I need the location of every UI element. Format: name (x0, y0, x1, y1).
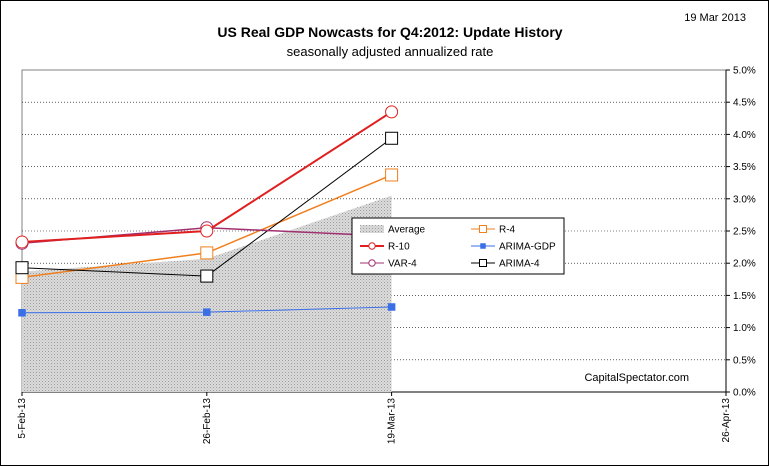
data-point-r-4 (385, 168, 399, 182)
data-point-arima-4 (15, 261, 29, 275)
x-tick-label: 19-Mar-13 (387, 398, 398, 445)
y-tick-label: 2.0% (733, 259, 756, 270)
y-tick-label: 4.5% (733, 98, 756, 109)
legend-box (351, 217, 565, 275)
legend-marker-var-4 (368, 259, 376, 267)
data-point-r-10 (385, 105, 399, 119)
legend-label-r-4: R-4 (499, 225, 516, 236)
date-stamp: 19 Mar 2013 (684, 12, 746, 24)
x-tick-label: 26-Feb-13 (202, 398, 213, 445)
data-point-r-10 (15, 235, 29, 249)
data-point-arima-4 (385, 131, 399, 145)
legend-swatch-average (360, 225, 384, 233)
data-point-arima-4 (200, 269, 214, 283)
legend-label-arima-4: ARIMA-4 (499, 259, 540, 270)
y-tick-label: 0.0% (733, 388, 756, 399)
y-tick-label: 1.5% (733, 291, 756, 302)
y-tick-label: 0.5% (733, 355, 756, 366)
y-tick-label: 3.5% (733, 162, 756, 173)
y-tick-label: 5.0% (733, 66, 756, 77)
legend-label-r-10: R-10 (388, 242, 410, 253)
x-tick-label: 5-Feb-13 (17, 398, 28, 439)
legend-label-arima-gdp: ARIMA-GDP (499, 242, 556, 253)
legend-marker-arima-gdp (480, 243, 486, 249)
data-point-arima-gdp (387, 303, 396, 311)
data-point-arima-gdp (18, 309, 26, 317)
series-area-average (22, 195, 392, 392)
plot-area: 0.0% 0.5% 1.0% 1.5% 2.0% 2.5% 3.0% 3.5% 4.0% 4.5%… (15, 66, 756, 445)
y-tick-label: 2.5% (733, 227, 756, 238)
watermark-text: CapitalSpectator.com (584, 372, 689, 384)
chart-subtitle: seasonally adjusted annualized rate (287, 44, 494, 59)
legend-marker-r-4 (479, 225, 487, 233)
legend-label-var-4: VAR-4 (388, 259, 417, 270)
legend-marker-arima-4 (479, 259, 487, 267)
data-point-arima-gdp (203, 308, 211, 316)
legend: Average R-4 R-10 ARIMA-GDP VAR-4 ARIMA-4 (351, 217, 565, 275)
x-tick-label: 26-Apr-13 (721, 398, 732, 443)
data-point-r-4 (200, 246, 214, 260)
y-tick-label: 3.0% (733, 194, 756, 205)
data-point-r-10 (200, 224, 214, 238)
y-tick-label: 4.0% (733, 130, 756, 141)
legend-label-average: Average (388, 225, 426, 236)
chart-title: US Real GDP Nowcasts for Q4:2012: Update… (217, 24, 562, 40)
legend-marker-r-10 (368, 242, 376, 250)
y-tick-label: 1.0% (733, 323, 756, 334)
